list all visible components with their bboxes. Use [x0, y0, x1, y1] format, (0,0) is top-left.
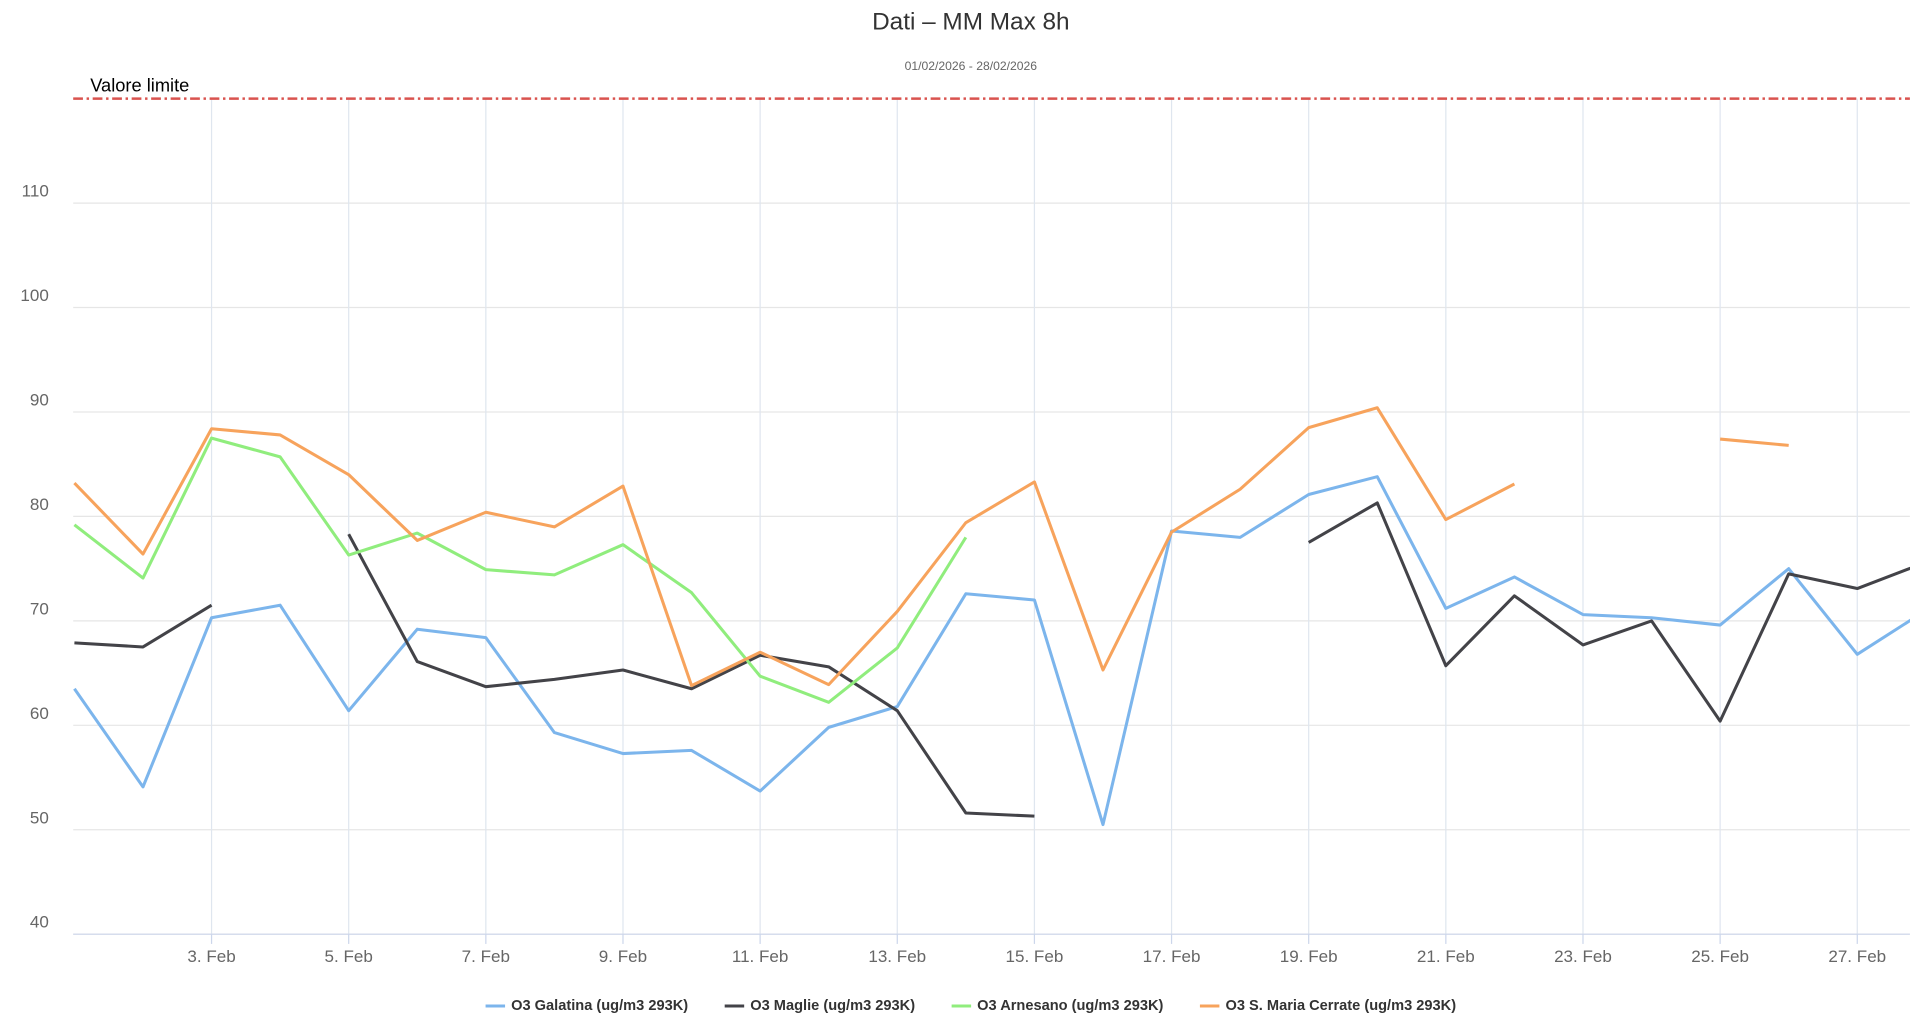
limit-label: Valore limite: [90, 74, 189, 95]
series-line: [73, 436, 968, 704]
series-line: [74, 501, 1910, 818]
chart-subtitle: 01/02/2026 - 28/02/2026: [905, 59, 1038, 73]
x-tick-label: 11. Feb: [732, 947, 789, 966]
x-tick-label: 13. Feb: [868, 947, 926, 966]
x-tick-label: 7. Feb: [462, 947, 510, 966]
legend-label: O3 S. Maria Cerrate (ug/m3 293K): [1225, 998, 1456, 1014]
x-tick-label: 3. Feb: [187, 947, 235, 966]
series-line: [73, 475, 1910, 827]
x-tick-label: 15. Feb: [1006, 947, 1064, 966]
x-tick-label: 21. Feb: [1417, 947, 1475, 966]
x-tick-label: 19. Feb: [1280, 947, 1338, 966]
series-line: [73, 406, 1789, 688]
y-tick-label: 70: [30, 599, 49, 618]
x-tick-label: 5. Feb: [325, 947, 373, 966]
x-tick-label: 27. Feb: [1828, 947, 1886, 966]
y-tick-label: 60: [30, 704, 49, 723]
y-tick-label: 50: [30, 808, 49, 827]
y-tick-label: 90: [30, 391, 49, 410]
y-tick-label: 40: [30, 913, 49, 932]
x-tick-label: 17. Feb: [1143, 947, 1201, 966]
y-tick-label: 100: [20, 286, 48, 305]
legend-label: O3 Galatina (ug/m3 293K): [511, 998, 688, 1014]
y-tick-label: 110: [22, 182, 49, 201]
legend-label: O3 Maglie (ug/m3 293K): [750, 998, 915, 1014]
chart-title: Dati – MM Max 8h: [872, 9, 1070, 36]
legend-label: O3 Arnesano (ug/m3 293K): [977, 998, 1163, 1014]
legend: O3 Galatina (ug/m3 293K) O3 Maglie (ug/m3…: [485, 998, 1456, 1014]
x-tick-label: 25. Feb: [1691, 947, 1749, 966]
y-tick-label: 80: [30, 495, 49, 514]
x-tick-label: 23. Feb: [1554, 947, 1612, 966]
x-tick-label: 9. Feb: [599, 947, 647, 966]
